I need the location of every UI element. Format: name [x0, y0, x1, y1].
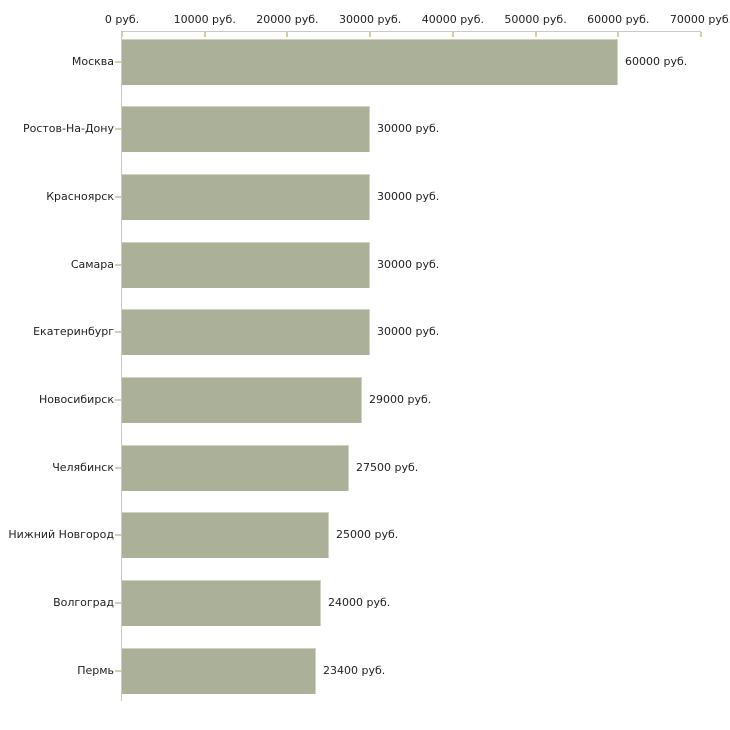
x-axis-tick-mark	[534, 32, 537, 37]
y-axis-tick-mark	[115, 331, 121, 334]
category-label: Челябинск	[52, 460, 114, 474]
category-label: Нижний Новгород	[8, 528, 114, 542]
bar	[122, 38, 618, 85]
y-axis-tick-mark	[115, 602, 121, 605]
category-label: Волгоград	[53, 596, 114, 610]
x-axis-tick-label: 60000 руб.	[587, 13, 650, 26]
x-axis-tick-label: 10000 руб.	[173, 13, 236, 26]
bar-value-label: 30000 руб.	[377, 325, 440, 339]
y-axis-tick-mark	[115, 263, 121, 266]
category-label: Москва	[71, 54, 114, 68]
bar	[122, 309, 370, 356]
bar	[122, 647, 316, 694]
category-label: Пермь	[77, 663, 114, 677]
x-axis-tick-mark	[700, 32, 702, 37]
category-label: Красноярск	[46, 189, 114, 203]
y-axis-tick-mark	[115, 466, 121, 469]
bar-value-label: 30000 руб.	[377, 122, 440, 136]
y-axis-tick-mark	[115, 534, 121, 537]
bar-value-label: 25000 руб.	[336, 528, 399, 542]
x-axis-tick-mark	[369, 32, 372, 37]
x-axis-tick-mark	[451, 32, 454, 37]
x-axis-tick-label: 50000 руб.	[504, 13, 567, 26]
y-axis-tick-mark	[115, 195, 121, 198]
x-axis-tick-mark	[121, 32, 123, 37]
x-axis-tick-mark	[617, 32, 620, 37]
category-label: Самара	[70, 257, 114, 271]
bar	[122, 512, 329, 559]
bar-value-label: 60000 руб.	[625, 54, 688, 68]
y-axis-tick-mark	[115, 128, 121, 131]
x-axis-tick-mark	[286, 32, 289, 37]
bar	[122, 444, 349, 491]
y-axis-tick-mark	[115, 399, 121, 401]
x-axis-tick-label: 20000 руб.	[256, 13, 319, 26]
y-axis-tick-mark	[115, 60, 121, 63]
bar-value-label: 30000 руб.	[377, 189, 440, 203]
bar-value-label: 27500 руб.	[356, 460, 419, 474]
bar	[122, 241, 370, 288]
bar-value-label: 29000 руб.	[369, 393, 432, 406]
bar	[122, 173, 370, 220]
bar-value-label: 24000 руб.	[328, 596, 391, 610]
x-axis-tick-label: 0 руб.	[104, 13, 140, 26]
x-axis-tick-mark	[203, 32, 206, 37]
y-axis-tick-mark	[115, 669, 121, 672]
category-label: Екатеринбург	[33, 325, 114, 339]
x-axis-tick-label: 40000 руб.	[421, 13, 484, 26]
x-axis-tick-label: 30000 руб.	[339, 13, 402, 26]
plot-area: 0 руб. 10000 руб. 20000 руб. 30000 руб. 4000…	[8, 13, 730, 701]
x-axis-tick-label: 70000 руб.	[669, 13, 730, 26]
category-label: Новосибирск	[38, 393, 114, 406]
bar	[122, 580, 321, 627]
bar	[122, 106, 370, 153]
bar-value-label: 23400 руб.	[323, 663, 386, 677]
bar-value-label: 30000 руб.	[377, 257, 440, 271]
bar	[122, 377, 362, 423]
category-label: Ростов-На-Дону	[22, 122, 114, 136]
